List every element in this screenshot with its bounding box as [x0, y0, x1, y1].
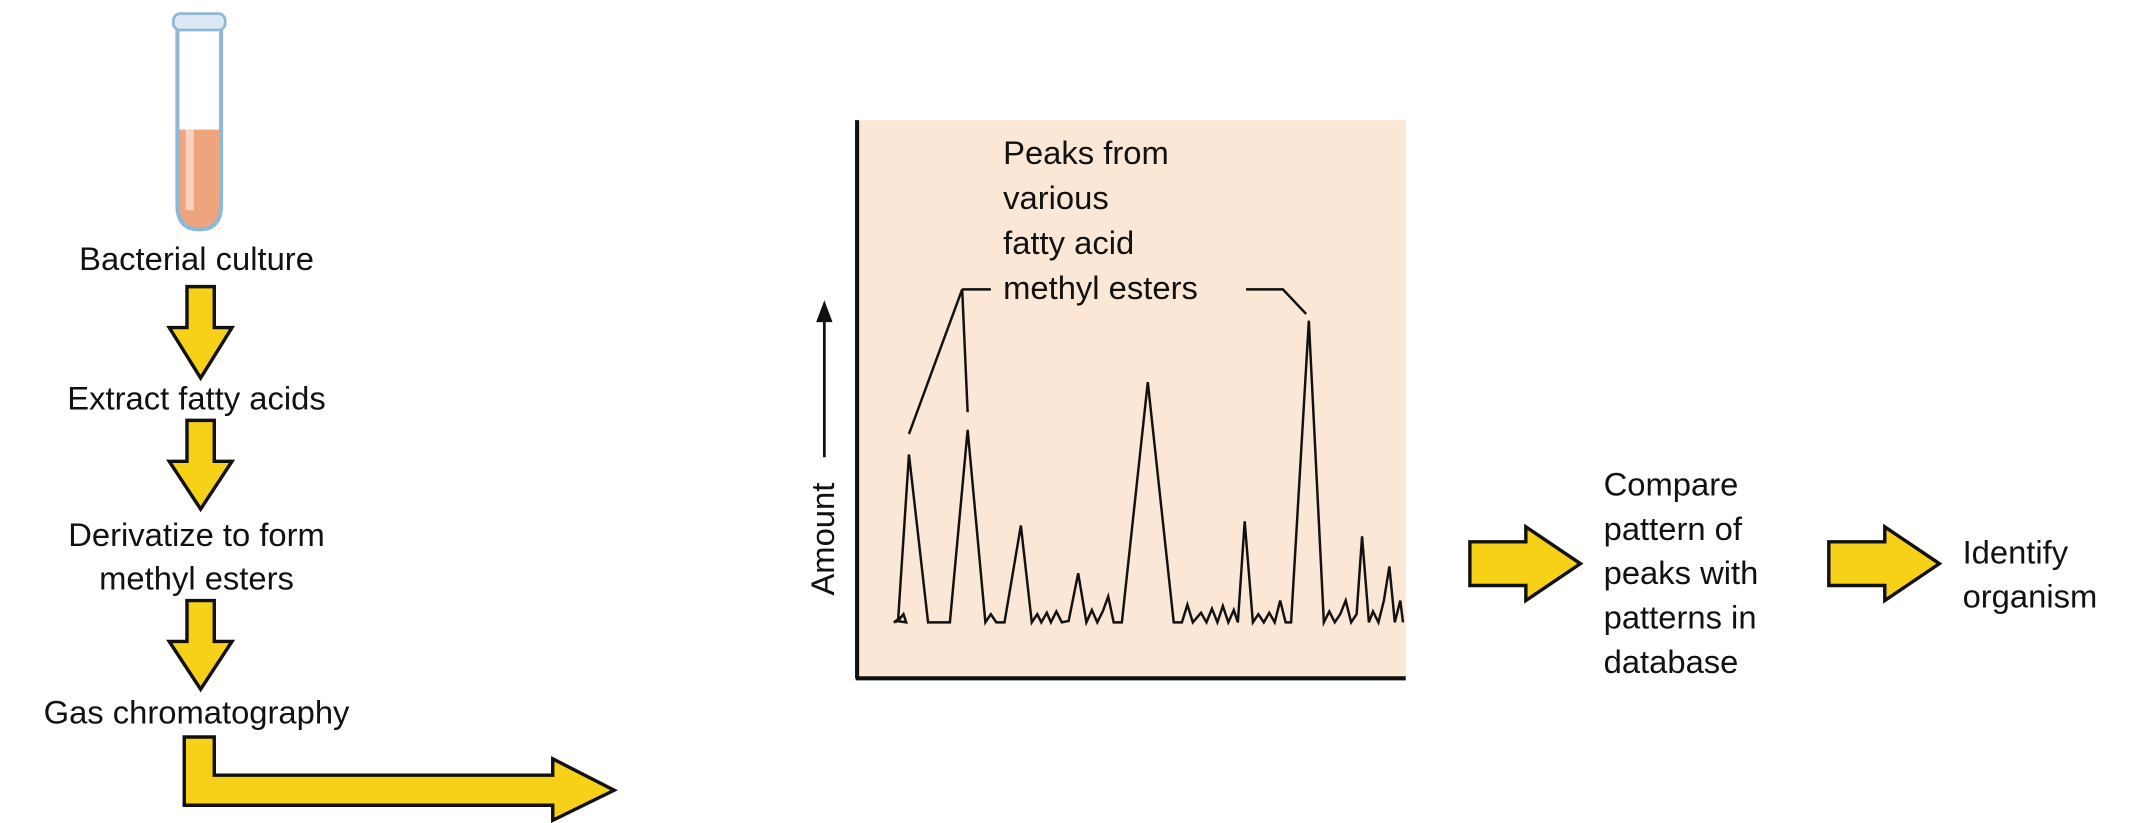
right-arrow: [1468, 523, 1584, 604]
compare-label: pattern of: [1604, 510, 1743, 547]
chromatogram: Amount: [804, 120, 1406, 681]
compare-label: patterns in: [1604, 599, 1757, 636]
peak-annotation: fatty acid: [1003, 224, 1134, 261]
test-tube: [171, 12, 227, 232]
compare-label: database: [1604, 643, 1739, 680]
compare-label: Compare: [1604, 465, 1739, 502]
peak-annotation: various: [1003, 179, 1109, 216]
down-arrow: [166, 598, 236, 693]
step-label: Derivatize to form: [68, 516, 325, 553]
down-arrow: [166, 418, 236, 513]
peak-annotation: Peaks from: [1003, 134, 1169, 171]
step-label: methyl esters: [99, 560, 294, 597]
l-arrow: [182, 735, 618, 823]
right-arrow: [1827, 523, 1943, 604]
result-label: Identify: [1963, 534, 2069, 571]
peak-annotation: methyl esters: [1003, 269, 1198, 306]
down-arrow: [166, 284, 236, 382]
step-label: Extract fatty acids: [67, 379, 325, 416]
step-label: Bacterial culture: [79, 240, 314, 277]
result-label: organism: [1963, 577, 2098, 614]
step-label: Gas chromatography: [44, 693, 350, 730]
y-axis-label: Amount: [804, 483, 841, 596]
compare-label: peaks with: [1604, 554, 1759, 591]
